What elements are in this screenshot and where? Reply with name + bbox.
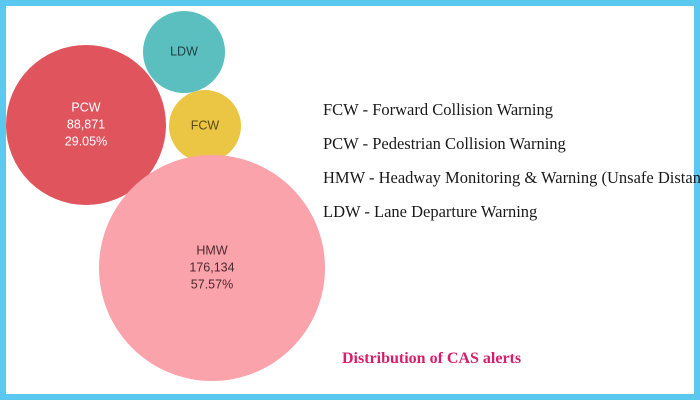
legend-item-hmw: HMW - Headway Monitoring & Warning (Unsa…: [323, 168, 700, 187]
bubble-hmw: [99, 155, 325, 381]
bubble-pcw-name-label: PCW: [71, 100, 100, 114]
bubble-hmw-percent-label: 57.57%: [191, 277, 233, 291]
bubble-pcw-value-label: 88,871: [67, 117, 105, 131]
bubble-pcw-percent-label: 29.05%: [65, 134, 107, 148]
legend-item-fcw: FCW - Forward Collision Warning: [323, 100, 553, 119]
legend: FCW - Forward Collision Warning PCW - Pe…: [323, 99, 700, 235]
bubble-pcw: [6, 45, 166, 205]
bubble-ldw: [143, 11, 225, 93]
bubble-hmw-value-label: 176,134: [189, 260, 234, 274]
bubble-hmw-name-label: HMW: [196, 243, 227, 257]
legend-item-pcw: PCW - Pedestrian Collision Warning: [323, 134, 566, 153]
legend-item-ldw: LDW - Lane Departure Warning: [323, 202, 538, 221]
bubble-fcw: [169, 90, 241, 162]
bubble-ldw-name-label: LDW: [170, 44, 198, 58]
chart-caption: Distribution of CAS alerts: [342, 350, 522, 367]
bubble-fcw-name-label: FCW: [191, 118, 220, 132]
